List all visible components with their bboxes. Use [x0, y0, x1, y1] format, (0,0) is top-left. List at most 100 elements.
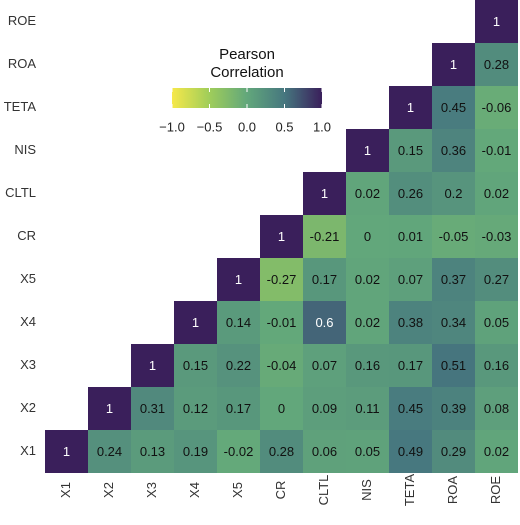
heatmap-cell [88, 387, 131, 430]
cell-label: -0.05 [439, 229, 469, 244]
cell-label: 0.02 [484, 186, 509, 201]
heatmap-cell [174, 301, 217, 344]
cell-label: 0.17 [226, 401, 251, 416]
cell-label: 1 [192, 315, 199, 330]
colorbar-tick-label: −0.5 [197, 119, 223, 134]
cell-label: 0.02 [355, 272, 380, 287]
heatmap-cell [217, 258, 260, 301]
cell-label: 1 [106, 401, 113, 416]
cell-label: 0.34 [441, 315, 466, 330]
heatmap-cell [131, 387, 174, 430]
cell-label: 0.15 [183, 358, 208, 373]
colorbar-tick-label: 0.0 [238, 119, 256, 134]
cell-label: 0.39 [441, 401, 466, 416]
cell-label: 0.01 [398, 229, 423, 244]
heatmap-cell [217, 301, 260, 344]
heatmap-cell [174, 344, 217, 387]
cell-label: 1 [321, 186, 328, 201]
heatmap-cell [260, 344, 303, 387]
cell-label: 0.51 [441, 358, 466, 373]
y-tick-label: NIS [14, 142, 36, 157]
cell-label: 1 [63, 444, 70, 459]
heatmap-cell [346, 344, 389, 387]
heatmap-cell [475, 344, 518, 387]
heatmap-cell [432, 86, 475, 129]
cell-label: 0.28 [484, 57, 509, 72]
heatmap-cell [389, 301, 432, 344]
heatmap-cell [217, 430, 260, 473]
heatmap-cell [389, 430, 432, 473]
cell-label: 0.28 [269, 444, 294, 459]
cell-label: 0.05 [484, 315, 509, 330]
heatmap-cell [475, 301, 518, 344]
heatmap-cell [475, 172, 518, 215]
heatmap-cell [260, 301, 303, 344]
cell-label: 0.05 [355, 444, 380, 459]
cell-label: 0.38 [398, 315, 423, 330]
x-tick-label: CR [273, 481, 288, 500]
heatmap-cell [303, 344, 346, 387]
legend-title: Pearson [219, 46, 275, 63]
heatmap-cell [475, 86, 518, 129]
heatmap-cell [475, 387, 518, 430]
heatmap-cell [432, 430, 475, 473]
cell-label: 1 [450, 57, 457, 72]
heatmap-cell [346, 258, 389, 301]
heatmap-cell [217, 344, 260, 387]
colorbar-tick-label: 1.0 [313, 119, 331, 134]
cell-label: 0.45 [398, 401, 423, 416]
cell-label: 0.22 [226, 358, 251, 373]
y-tick-label: X5 [20, 271, 36, 286]
heatmap-cell [217, 387, 260, 430]
cell-label: -0.03 [482, 229, 512, 244]
heatmap-cell [346, 215, 389, 258]
cell-label: 1 [235, 272, 242, 287]
y-tick-label: X3 [20, 357, 36, 372]
x-tick-label: ROE [488, 476, 503, 505]
y-tick-label: CLTL [5, 185, 36, 200]
heatmap-cell [432, 301, 475, 344]
heatmap-cell [303, 301, 346, 344]
x-tick-label: CLTL [316, 475, 331, 506]
x-tick-label: X3 [144, 482, 159, 498]
x-tick-label: X1 [58, 482, 73, 498]
cell-label: 0.09 [312, 401, 337, 416]
heatmap-cell [475, 0, 518, 43]
heatmap-cell [475, 129, 518, 172]
cell-label: 0.26 [398, 186, 423, 201]
cell-label: -0.06 [482, 100, 512, 115]
heatmap-cell [475, 43, 518, 86]
heatmap-cell [346, 172, 389, 215]
heatmap-cell [389, 86, 432, 129]
cell-label: -0.01 [482, 143, 512, 158]
cell-label: 1 [364, 143, 371, 158]
heatmap-cell [303, 430, 346, 473]
y-tick-label: X1 [20, 443, 36, 458]
cell-label: -0.02 [224, 444, 254, 459]
cell-label: 0.27 [484, 272, 509, 287]
heatmap-cell [260, 258, 303, 301]
cell-label: 0.02 [355, 315, 380, 330]
cell-label: 0.02 [355, 186, 380, 201]
heatmap-cell [303, 387, 346, 430]
heatmap-cell [432, 215, 475, 258]
heatmap-cell [303, 172, 346, 215]
cell-label: -0.04 [267, 358, 297, 373]
y-tick-label: X2 [20, 400, 36, 415]
legend-title: Correlation [210, 64, 283, 81]
y-tick-label: TETA [4, 99, 37, 114]
cell-label: 0.24 [97, 444, 122, 459]
x-tick-label: X4 [187, 482, 202, 498]
heatmap-cell [475, 430, 518, 473]
cell-label: 0.02 [484, 444, 509, 459]
heatmap-cell [346, 430, 389, 473]
colorbar-tick-label: 0.5 [275, 119, 293, 134]
cell-label: 0.45 [441, 100, 466, 115]
heatmap-cell [432, 387, 475, 430]
cell-label: 0.6 [315, 315, 333, 330]
cell-label: 0.29 [441, 444, 466, 459]
heatmap-cell [88, 430, 131, 473]
heatmap-cell [432, 172, 475, 215]
cell-label: -0.21 [310, 229, 340, 244]
